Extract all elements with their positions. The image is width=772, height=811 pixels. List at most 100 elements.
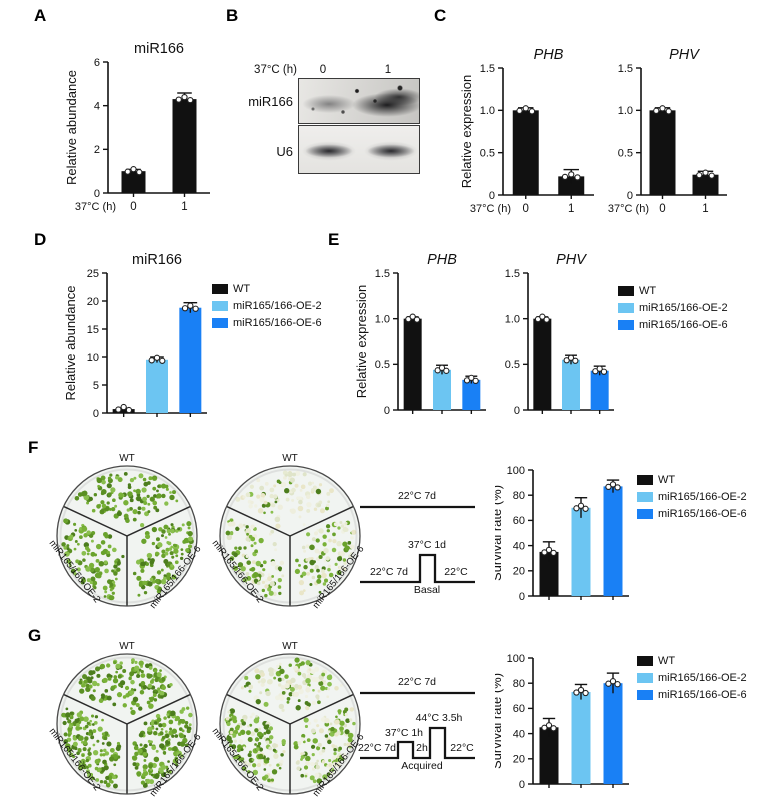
legend-label: miR165/166-OE-6	[639, 318, 728, 331]
svg-text:20: 20	[87, 296, 99, 308]
svg-text:0.5: 0.5	[375, 359, 390, 371]
legend-swatch	[212, 317, 228, 328]
legend-swatch	[637, 689, 653, 700]
gel-row-label-u6: U6	[276, 144, 293, 159]
svg-text:WT: WT	[119, 641, 135, 652]
svg-text:1.0: 1.0	[375, 313, 390, 325]
legend-entry: miR165/166-OE-6	[637, 505, 767, 522]
svg-text:0: 0	[130, 201, 136, 213]
gel-row-label-mir166: miR166	[248, 94, 293, 109]
svg-text:PHB: PHB	[534, 47, 564, 63]
svg-text:37°C (h): 37°C (h)	[608, 203, 649, 215]
svg-text:60: 60	[513, 703, 525, 715]
legend-swatch	[637, 508, 653, 519]
svg-text:5: 5	[93, 380, 99, 392]
svg-text:PHV: PHV	[669, 47, 700, 63]
svg-text:0.5: 0.5	[480, 147, 495, 159]
basal-control-label: 22°C 7d	[398, 490, 436, 502]
legend-panel-g: WT miR165/166-OE-2 miR165/166-OE-6	[637, 652, 767, 703]
legend-label: miR165/166-OE-2	[658, 490, 747, 503]
acquired-protocol-name: Acquired	[401, 760, 443, 772]
mir166-northern-blot-image	[298, 78, 420, 124]
basal-post-label: 22°C	[444, 566, 468, 578]
legend-entry: miR165/166-OE-2	[618, 299, 748, 316]
svg-text:miR166: miR166	[132, 252, 182, 268]
legend-panel-e: WT miR165/166-OE-2 miR165/166-OE-6	[618, 282, 748, 333]
svg-text:Relative expression: Relative expression	[459, 75, 474, 188]
basal-heat-stress-protocol-diagram: 22°C 7d 22°C 7d 37°C 1d 22°C Basal	[360, 490, 475, 596]
legend-label: WT	[658, 654, 676, 667]
svg-text:100: 100	[507, 465, 525, 477]
panel-label-d: D	[34, 230, 47, 249]
svg-text:1.5: 1.5	[480, 63, 495, 75]
svg-text:0: 0	[93, 408, 99, 420]
legend-entry: WT	[637, 652, 767, 669]
svg-text:PHB: PHB	[427, 252, 457, 268]
legend-entry: miR165/166-OE-6	[618, 316, 748, 333]
svg-text:60: 60	[513, 515, 525, 527]
legend-swatch	[618, 285, 634, 296]
svg-text:miR166: miR166	[134, 41, 184, 57]
petri-dish-acquired-heat-stressed: WT miR165/166-OE-2 miR165/166-OE-6	[195, 638, 385, 811]
svg-text:Survival rate (%): Survival rate (%)	[495, 673, 504, 769]
svg-text:0: 0	[514, 405, 520, 417]
legend-entry: miR165/166-OE-6	[637, 686, 767, 703]
svg-text:6: 6	[94, 57, 100, 69]
svg-text:WT: WT	[282, 453, 298, 464]
legend-label: miR165/166-OE-6	[658, 507, 747, 520]
chart-panel-c-phv-expression: PHV 0 0.5 1.0 1.5 0 1 37°C (h)	[588, 42, 733, 225]
svg-text:1: 1	[181, 201, 187, 213]
panel-label-g: G	[28, 626, 42, 645]
legend-entry: miR165/166-OE-2	[212, 297, 342, 314]
svg-text:1.0: 1.0	[618, 105, 633, 117]
u6-loading-control-blot-image	[298, 125, 420, 174]
svg-text:40: 40	[513, 540, 525, 552]
acquired-between-label: 2h	[416, 742, 428, 754]
legend-swatch	[637, 491, 653, 502]
legend-label: miR165/166-OE-2	[233, 299, 322, 312]
legend-label: WT	[639, 284, 657, 297]
svg-text:0: 0	[627, 190, 633, 202]
svg-text:0: 0	[519, 779, 525, 791]
svg-text:1.0: 1.0	[480, 105, 495, 117]
svg-text:80: 80	[513, 678, 525, 690]
panel-b-gel-blot: 37°C (h) 0 1 miR166 U6	[233, 58, 433, 188]
svg-text:80: 80	[513, 490, 525, 502]
chart-panel-f-survival-rate: Survival rate (%) 0 20 40 60 80 100	[489, 444, 635, 610]
panel-label-e: E	[328, 230, 340, 249]
svg-text:Relative abundance: Relative abundance	[64, 70, 79, 185]
legend-swatch	[637, 474, 653, 485]
svg-text:1.5: 1.5	[505, 268, 520, 280]
acquired-control-label: 22°C 7d	[398, 676, 436, 688]
svg-text:0: 0	[489, 190, 495, 202]
svg-text:Survival rate (%): Survival rate (%)	[495, 485, 504, 581]
acquired-heat-stress-protocol-diagram: 22°C 7d 22°C 7d 37°C 1h 2h 44°C 3.5h 22°…	[358, 676, 475, 772]
legend-label: WT	[233, 282, 251, 295]
legend-label: WT	[658, 473, 676, 486]
panel-label-a: A	[34, 6, 47, 25]
svg-text:PHV: PHV	[556, 252, 587, 268]
svg-text:0: 0	[384, 405, 390, 417]
gel-lane-0-label: 0	[319, 64, 327, 76]
legend-panel-f: WT miR165/166-OE-2 miR165/166-OE-6	[637, 471, 767, 522]
gel-axis-label: 37°C (h)	[254, 64, 297, 76]
svg-text:100: 100	[507, 653, 525, 665]
svg-text:0: 0	[659, 203, 665, 215]
svg-text:0.5: 0.5	[618, 147, 633, 159]
panel-label-f: F	[28, 438, 39, 457]
svg-text:1.5: 1.5	[618, 63, 633, 75]
legend-label: miR165/166-OE-2	[658, 671, 747, 684]
legend-entry: WT	[618, 282, 748, 299]
legend-label: miR165/166-OE-6	[658, 688, 747, 701]
petri-dish-basal-control: WT miR165/166-OE-2 miR165/166-OE-6	[32, 450, 222, 625]
svg-text:15: 15	[87, 324, 99, 336]
svg-text:0: 0	[94, 188, 100, 200]
svg-text:Relative abundance: Relative abundance	[63, 286, 78, 401]
acquired-pulse1-label: 37°C 1h	[385, 727, 423, 739]
petri-dish-basal-heat-stressed: WT miR165/166-OE-2 miR165/166-OE-6	[195, 450, 385, 625]
panel-label-c: C	[434, 6, 447, 25]
chart-panel-e-phv-expression: PHV 0 0.5 1.0 1.5	[488, 247, 620, 424]
panel-label-b: B	[226, 6, 239, 25]
svg-text:Relative expression: Relative expression	[354, 285, 369, 398]
